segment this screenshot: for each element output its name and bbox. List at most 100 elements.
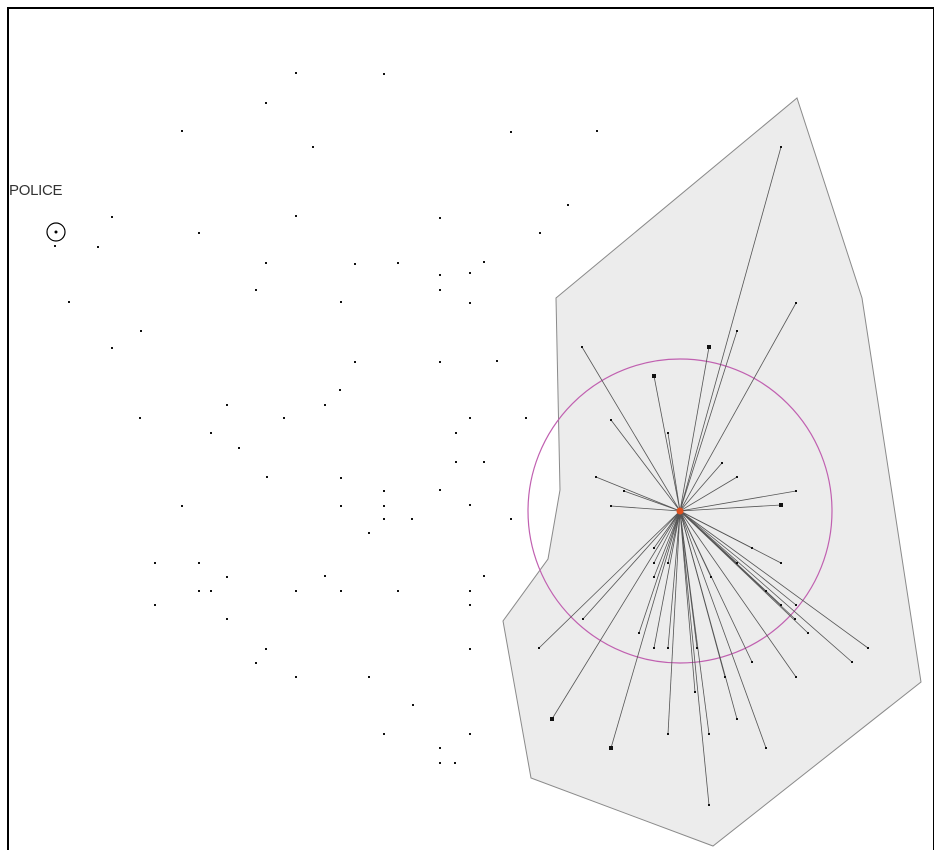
connected-point[interactable] xyxy=(780,562,782,564)
connected-point[interactable] xyxy=(610,419,612,421)
connected-point[interactable] xyxy=(807,632,809,634)
connected-point[interactable] xyxy=(667,562,669,564)
connected-point[interactable] xyxy=(751,661,753,663)
connected-point[interactable] xyxy=(538,647,540,649)
incident-point[interactable] xyxy=(510,131,512,133)
incident-point[interactable] xyxy=(455,461,457,463)
connected-point[interactable] xyxy=(795,490,797,492)
incident-point[interactable] xyxy=(469,272,471,274)
connected-point[interactable] xyxy=(780,146,782,148)
connected-point[interactable] xyxy=(765,590,767,592)
police-station-icon[interactable] xyxy=(46,222,66,242)
incident-point[interactable] xyxy=(439,289,441,291)
incident-point[interactable] xyxy=(265,262,267,264)
incident-point[interactable] xyxy=(139,417,141,419)
incident-point[interactable] xyxy=(483,461,485,463)
incident-point[interactable] xyxy=(54,245,56,247)
connected-point[interactable] xyxy=(652,374,656,378)
incident-point[interactable] xyxy=(483,575,485,577)
incident-point[interactable] xyxy=(469,604,471,606)
incident-point[interactable] xyxy=(439,762,441,764)
connected-point[interactable] xyxy=(708,804,710,806)
incident-point[interactable] xyxy=(368,676,370,678)
incident-point[interactable] xyxy=(210,432,212,434)
incident-point[interactable] xyxy=(198,232,200,234)
connected-point[interactable] xyxy=(653,547,655,549)
incident-point[interactable] xyxy=(198,590,200,592)
incident-point[interactable] xyxy=(181,130,183,132)
incident-point[interactable] xyxy=(354,263,356,265)
incident-point[interactable] xyxy=(469,590,471,592)
incident-point[interactable] xyxy=(226,618,228,620)
incident-point[interactable] xyxy=(265,102,267,104)
incident-point[interactable] xyxy=(469,733,471,735)
connected-point[interactable] xyxy=(667,647,669,649)
connected-point[interactable] xyxy=(736,718,738,720)
incident-point[interactable] xyxy=(411,518,413,520)
connected-point[interactable] xyxy=(653,576,655,578)
incident-point[interactable] xyxy=(340,590,342,592)
incident-point[interactable] xyxy=(340,301,342,303)
incident-point[interactable] xyxy=(510,518,512,520)
incident-point[interactable] xyxy=(383,518,385,520)
connected-point[interactable] xyxy=(595,476,597,478)
incident-point[interactable] xyxy=(397,262,399,264)
connected-point[interactable] xyxy=(736,330,738,332)
incident-point[interactable] xyxy=(439,361,441,363)
connected-point[interactable] xyxy=(653,647,655,649)
incident-point[interactable] xyxy=(340,477,342,479)
connected-point[interactable] xyxy=(794,618,796,620)
connected-point[interactable] xyxy=(609,746,613,750)
incident-point[interactable] xyxy=(368,532,370,534)
connected-point[interactable] xyxy=(667,432,669,434)
connected-point[interactable] xyxy=(710,576,712,578)
incident-point[interactable] xyxy=(397,590,399,592)
incident-point[interactable] xyxy=(439,217,441,219)
connected-point[interactable] xyxy=(736,476,738,478)
connected-point[interactable] xyxy=(867,647,869,649)
incident-point[interactable] xyxy=(226,404,228,406)
connected-point[interactable] xyxy=(581,346,583,348)
connected-point[interactable] xyxy=(721,462,723,464)
connected-point[interactable] xyxy=(795,676,797,678)
incident-point[interactable] xyxy=(210,590,212,592)
incident-point[interactable] xyxy=(295,590,297,592)
incident-point[interactable] xyxy=(198,562,200,564)
incident-point[interactable] xyxy=(439,274,441,276)
incident-point[interactable] xyxy=(439,747,441,749)
connected-point[interactable] xyxy=(780,604,782,606)
connected-point[interactable] xyxy=(653,562,655,564)
connected-point[interactable] xyxy=(638,632,640,634)
incident-point[interactable] xyxy=(238,447,240,449)
incident-point[interactable] xyxy=(324,404,326,406)
incident-point[interactable] xyxy=(295,676,297,678)
connected-point[interactable] xyxy=(736,562,738,564)
connected-point[interactable] xyxy=(694,691,696,693)
incident-point[interactable] xyxy=(154,604,156,606)
connected-point[interactable] xyxy=(851,661,853,663)
incident-point[interactable] xyxy=(255,289,257,291)
incident-point[interactable] xyxy=(295,72,297,74)
incident-point[interactable] xyxy=(469,302,471,304)
connected-point[interactable] xyxy=(610,505,612,507)
incident-point[interactable] xyxy=(265,648,267,650)
incident-point[interactable] xyxy=(140,330,142,332)
incident-point[interactable] xyxy=(525,417,527,419)
incident-point[interactable] xyxy=(567,204,569,206)
incident-point[interactable] xyxy=(455,432,457,434)
incident-point[interactable] xyxy=(469,504,471,506)
incident-point[interactable] xyxy=(295,215,297,217)
incident-point[interactable] xyxy=(483,261,485,263)
connected-point[interactable] xyxy=(779,503,783,507)
incident-point[interactable] xyxy=(255,662,257,664)
incident-point[interactable] xyxy=(383,505,385,507)
incident-point[interactable] xyxy=(181,505,183,507)
connected-point[interactable] xyxy=(751,547,753,549)
connected-point[interactable] xyxy=(724,676,726,678)
incident-point[interactable] xyxy=(469,648,471,650)
incident-point[interactable] xyxy=(283,417,285,419)
incident-point[interactable] xyxy=(97,246,99,248)
connected-point[interactable] xyxy=(667,733,669,735)
connected-point[interactable] xyxy=(707,345,711,349)
